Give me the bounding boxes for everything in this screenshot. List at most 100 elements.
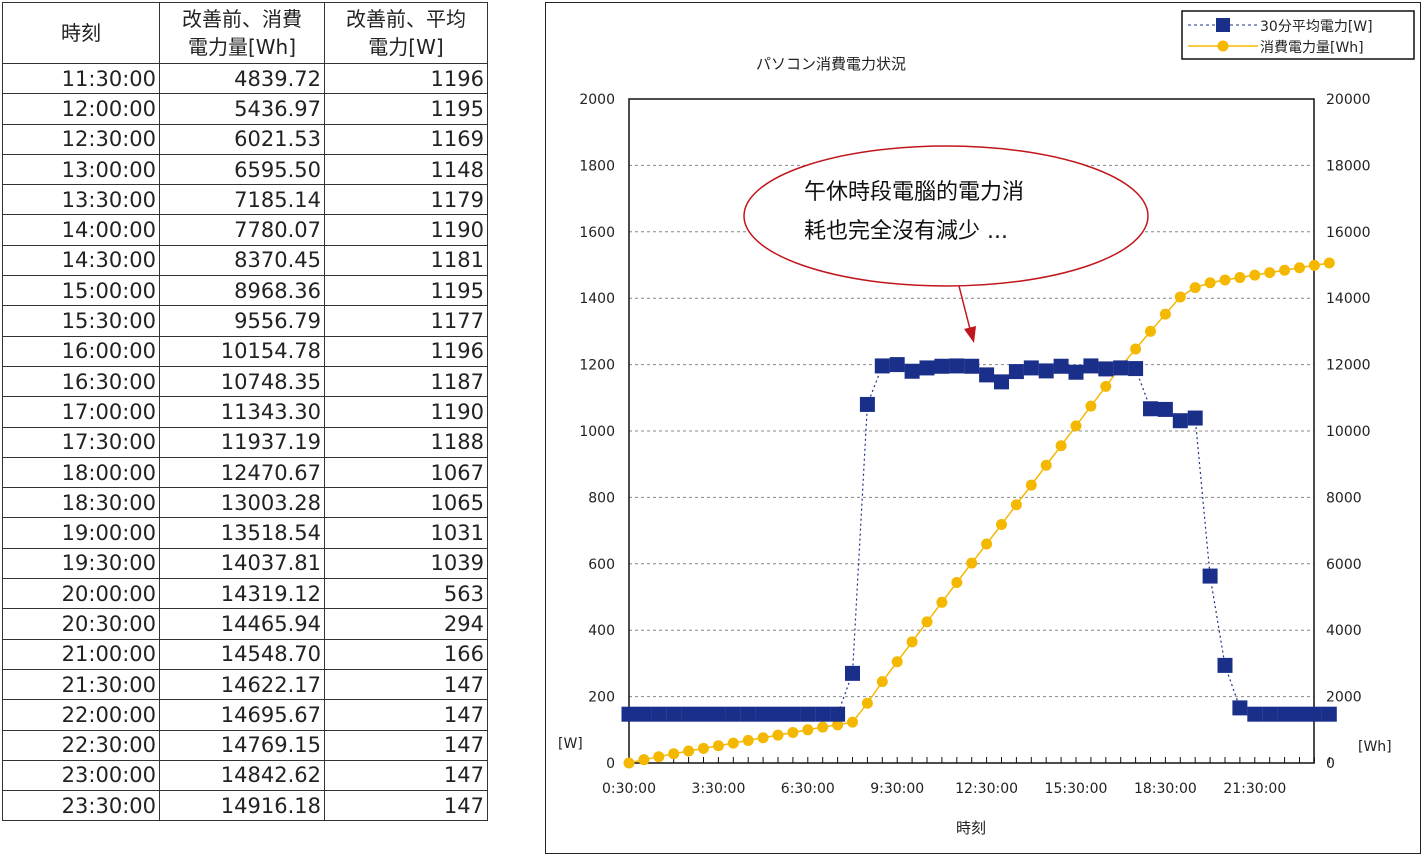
power-point: [859, 396, 875, 412]
power-point: [874, 358, 890, 374]
table-row: 19:00:00 13518.54 1031: [2, 517, 488, 549]
power-point: [1023, 360, 1039, 376]
cell-power: 1177: [324, 305, 488, 337]
cell-power: 1181: [324, 244, 488, 277]
power-chart: パソコン消費電力状況 0 0 200 2000 400 4000 600 6000 800 8000…: [558, 10, 1415, 837]
y-left-axis-label: [W]: [558, 736, 583, 752]
cell-time: 16:00:00: [2, 335, 160, 367]
energy-point: [906, 636, 918, 648]
y-right-tick-label: 10000: [1326, 424, 1371, 440]
cell-power: 563: [324, 578, 488, 610]
table-row: 12:00:00 5436.97 1195: [2, 93, 488, 125]
cell-power: 1148: [324, 153, 488, 186]
power-point: [681, 706, 697, 722]
cell-time: 12:30:00: [2, 123, 160, 155]
table-row: 13:30:00 7185.14 1179: [2, 184, 488, 216]
table-row: 19:30:00 14037.81 1039: [2, 547, 488, 580]
y-right-tick-label: 4000: [1326, 623, 1362, 639]
energy-point: [832, 719, 844, 731]
energy-point: [1055, 440, 1067, 452]
header-power: 改善前、平均 電力[W]: [324, 2, 488, 64]
cell-energy: 5436.97: [159, 93, 325, 125]
table-row: 23:30:00 14916.18 147: [2, 790, 488, 822]
power-point: [710, 706, 726, 722]
y-right-tick-label: 12000: [1326, 358, 1371, 374]
energy-point: [802, 724, 814, 736]
cell-power: 1065: [324, 487, 488, 519]
cell-time: 23:30:00: [2, 790, 160, 822]
power-point: [1143, 401, 1158, 417]
energy-point: [1145, 325, 1156, 337]
x-axis-label: 時刻: [956, 819, 986, 837]
power-point: [1306, 706, 1322, 722]
table-row: 14:00:00 7780.07 1190: [2, 214, 488, 246]
cell-time: 22:30:00: [2, 729, 160, 761]
power-point: [636, 706, 652, 722]
cell-power: 147: [324, 668, 488, 701]
cell-time: 18:30:00: [2, 487, 160, 519]
callout-arrow: [958, 285, 972, 334]
energy-point: [951, 576, 963, 588]
energy-point: [742, 734, 754, 746]
cell-time: 18:00:00: [2, 456, 160, 489]
cell-power: 294: [324, 608, 488, 640]
energy-point: [981, 538, 993, 550]
energy-point: [1010, 499, 1022, 511]
header-energy: 改善前、消費 電力量[Wh]: [159, 2, 325, 64]
table-row: 18:00:00 12470.67 1067: [2, 456, 488, 489]
y-right-tick-label: 18000: [1326, 158, 1371, 174]
power-point: [725, 706, 741, 722]
energy-point: [1234, 272, 1246, 284]
table-row: 17:30:00 11937.19 1188: [2, 426, 488, 458]
header-time: 時刻: [2, 2, 160, 64]
cell-energy: 14695.67: [159, 699, 325, 731]
y-left-tick-label: 1600: [579, 225, 615, 241]
energy-point: [921, 616, 933, 628]
energy-point: [861, 697, 873, 709]
energy-point: [996, 518, 1007, 530]
power-point: [949, 358, 965, 374]
callout-arrowhead-icon: [964, 326, 976, 343]
energy-point: [623, 757, 635, 769]
cell-power: 1190: [324, 214, 488, 246]
power-point: [1053, 358, 1069, 374]
y-right-axis-label: [Wh]: [1358, 739, 1392, 755]
cell-time: 11:30:00: [2, 62, 160, 95]
y-right-tick-label: 14000: [1326, 291, 1371, 307]
energy-point: [966, 557, 978, 569]
cell-energy: 14548.70: [159, 638, 325, 670]
energy-point: [727, 737, 739, 749]
y-left-tick-label: 2000: [579, 92, 615, 108]
x-tick-label: 21:30:00: [1223, 781, 1286, 797]
y-left-tick-label: 400: [588, 623, 615, 639]
cell-energy: 7185.14: [159, 184, 325, 216]
power-point: [785, 706, 801, 722]
energy-point: [1070, 420, 1082, 432]
power-point: [994, 374, 1009, 390]
energy-line: [628, 262, 1330, 764]
energy-point: [1279, 264, 1291, 276]
cell-energy: 10154.78: [159, 335, 325, 367]
power-point: [1128, 361, 1144, 377]
power-point: [1008, 364, 1024, 380]
cell-time: 17:30:00: [2, 426, 160, 458]
energy-point: [787, 726, 799, 738]
callout-bubble: [743, 145, 1149, 287]
cell-energy: 14622.17: [159, 668, 325, 701]
x-tick-label: 18:30:00: [1134, 781, 1197, 797]
power-point: [800, 706, 816, 722]
cell-power: 1188: [324, 426, 488, 458]
cell-time: 20:00:00: [2, 578, 160, 610]
cell-energy: 11937.19: [159, 426, 325, 458]
cell-energy: 14037.81: [159, 547, 325, 580]
energy-point: [1159, 308, 1171, 320]
y-left-tick-label: 200: [588, 690, 615, 706]
cell-energy: 14465.94: [159, 608, 325, 640]
cell-energy: 12470.67: [159, 456, 325, 489]
energy-point: [1085, 400, 1097, 412]
energy-point: [1264, 267, 1276, 279]
cell-time: 16:30:00: [2, 365, 160, 398]
cell-time: 13:00:00: [2, 153, 160, 186]
power-point: [904, 363, 920, 379]
energy-point: [876, 676, 888, 688]
